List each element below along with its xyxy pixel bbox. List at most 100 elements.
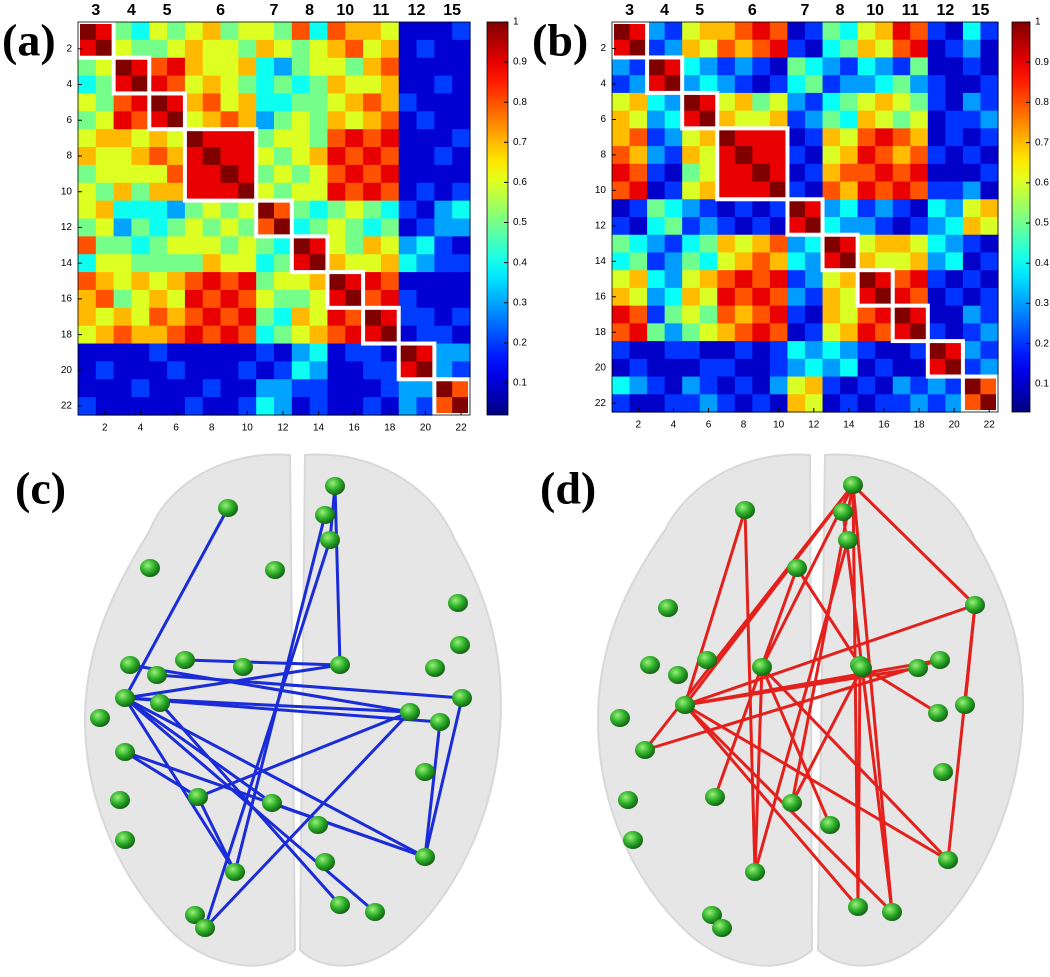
heatmap-cell bbox=[752, 358, 771, 378]
heatmap-cell bbox=[256, 75, 275, 95]
heatmap-cell bbox=[184, 379, 204, 398]
network-node bbox=[320, 531, 340, 549]
heatmap-cell bbox=[220, 22, 239, 41]
heatmap-cell bbox=[840, 217, 859, 236]
heatmap-cell bbox=[805, 323, 824, 342]
network-node bbox=[150, 694, 170, 712]
colorbar-tick-label: 0.1 bbox=[513, 378, 527, 389]
network-node bbox=[955, 696, 975, 714]
heatmap-cell bbox=[202, 379, 222, 398]
heatmap-cell bbox=[238, 379, 257, 398]
heatmap-cell bbox=[291, 289, 311, 309]
heatmap-cell bbox=[857, 57, 876, 76]
network-node bbox=[697, 651, 717, 669]
heatmap-cell bbox=[434, 93, 453, 112]
heatmap-cell bbox=[875, 358, 894, 378]
heatmap-cell bbox=[769, 394, 789, 413]
network-edge bbox=[683, 703, 950, 862]
heatmap-cell bbox=[113, 289, 133, 309]
heatmap-cell bbox=[309, 361, 329, 380]
heatmap-cell bbox=[113, 343, 133, 363]
heatmap-cell bbox=[840, 305, 859, 324]
heatmap-cell bbox=[840, 199, 859, 218]
heatmap-cell bbox=[717, 270, 736, 289]
heatmap-cell bbox=[327, 236, 346, 255]
network-node bbox=[623, 831, 643, 849]
heatmap-cell bbox=[857, 181, 876, 200]
heatmap-cell bbox=[202, 236, 222, 255]
heatmap-cell bbox=[113, 39, 133, 59]
y-tick-label: 20 bbox=[61, 365, 73, 376]
heatmap-cell bbox=[647, 376, 666, 395]
heatmap-cell bbox=[682, 39, 701, 59]
heatmap-cell bbox=[238, 147, 257, 166]
heatmap-cell bbox=[717, 110, 736, 129]
heatmap-cell bbox=[149, 39, 168, 59]
heatmap-cell bbox=[734, 110, 753, 129]
x-tick-label: 20 bbox=[949, 420, 961, 431]
heatmap-cell bbox=[113, 22, 133, 41]
heatmap-cell bbox=[452, 111, 471, 130]
heatmap-cell bbox=[184, 289, 204, 309]
heatmap-cell bbox=[857, 163, 876, 183]
heatmap-cell bbox=[910, 270, 929, 289]
brain-c bbox=[83, 453, 502, 967]
heatmap-cell bbox=[787, 234, 806, 254]
heatmap-cell bbox=[416, 75, 435, 95]
heatmap-cell bbox=[805, 270, 824, 289]
heatmap-cell bbox=[380, 218, 400, 237]
heatmap-cell bbox=[452, 39, 471, 59]
heatmap-cell bbox=[892, 341, 911, 360]
heatmap-cell bbox=[822, 234, 841, 254]
heatmap-cell bbox=[167, 343, 186, 363]
network-node bbox=[712, 919, 732, 937]
heatmap-cell bbox=[717, 92, 736, 112]
heatmap-cell bbox=[962, 234, 982, 254]
heatmap-cell bbox=[398, 57, 418, 77]
heatmap-cell bbox=[962, 110, 982, 129]
heatmap-cell bbox=[752, 252, 771, 271]
heatmap-cell bbox=[857, 75, 876, 94]
heatmap-cell bbox=[612, 217, 631, 236]
heatmap-cell bbox=[805, 217, 824, 236]
colorbar-tick-label: 0.6 bbox=[513, 177, 527, 188]
heatmap-cell bbox=[256, 236, 275, 255]
heatmap-cell bbox=[857, 217, 876, 236]
heatmap-cell bbox=[892, 199, 911, 218]
heatmap-cell bbox=[238, 129, 257, 148]
heatmap-cell bbox=[345, 343, 364, 363]
heatmap-cell bbox=[416, 200, 435, 220]
heatmap-cell bbox=[927, 75, 946, 94]
heatmap-cell bbox=[78, 289, 97, 309]
heatmap-cell bbox=[220, 200, 239, 220]
heatmap-cell bbox=[184, 236, 204, 255]
heatmap-cell bbox=[416, 307, 435, 327]
heatmap-cell bbox=[787, 146, 806, 165]
heatmap-cell bbox=[699, 394, 718, 413]
heatmap-cell bbox=[647, 39, 666, 59]
heatmap-cell bbox=[769, 181, 789, 200]
heatmap-cell bbox=[962, 39, 982, 59]
heatmap-cell bbox=[202, 289, 222, 309]
heatmap-cell bbox=[416, 379, 435, 398]
heatmap-cell bbox=[840, 128, 859, 147]
heatmap-cell bbox=[238, 254, 257, 273]
heatmap-cell bbox=[717, 22, 736, 41]
heatmap-cell bbox=[980, 110, 999, 129]
heatmap-cell bbox=[840, 376, 859, 395]
heatmap-cell bbox=[327, 325, 346, 345]
heatmap-cell bbox=[363, 200, 382, 220]
heatmap-cell bbox=[95, 111, 115, 130]
network-node bbox=[833, 503, 853, 521]
heatmap-cell bbox=[291, 22, 311, 41]
heatmap-cell bbox=[962, 270, 982, 289]
heatmap-cell bbox=[274, 39, 293, 59]
heatmap-cell bbox=[734, 217, 753, 236]
heatmap-cell bbox=[291, 111, 311, 130]
y-tick-label: 4 bbox=[600, 79, 606, 90]
heatmap-cell bbox=[629, 287, 648, 307]
panel-label: (a) bbox=[2, 15, 56, 66]
heatmap-cell bbox=[840, 270, 859, 289]
heatmap-cell bbox=[962, 75, 982, 94]
heatmap-cell bbox=[452, 75, 471, 95]
